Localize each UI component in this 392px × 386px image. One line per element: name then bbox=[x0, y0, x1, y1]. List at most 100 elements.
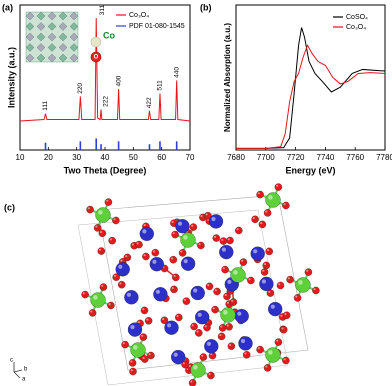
atom-key bbox=[90, 51, 102, 63]
octahedron bbox=[25, 22, 35, 31]
atom bbox=[229, 298, 238, 306]
atom bbox=[107, 301, 115, 310]
atom bbox=[238, 336, 253, 351]
panel-label: (c) bbox=[4, 202, 15, 212]
atom bbox=[190, 322, 198, 331]
atom-highlight bbox=[173, 352, 178, 357]
atom-highlight bbox=[231, 299, 234, 302]
atom bbox=[251, 215, 259, 224]
atom-highlight bbox=[268, 290, 271, 293]
peak-label: 511 bbox=[157, 80, 164, 91]
atom-highlight bbox=[221, 247, 226, 252]
inset-crystal bbox=[25, 11, 79, 63]
atom-highlight bbox=[265, 210, 268, 213]
octahedron bbox=[25, 43, 35, 52]
atom-highlight bbox=[298, 280, 303, 285]
atom bbox=[204, 339, 219, 354]
atom bbox=[212, 234, 221, 242]
x-tick-label: 50 bbox=[129, 153, 138, 162]
atom bbox=[286, 275, 294, 284]
atom-highlight bbox=[276, 184, 279, 187]
atom-highlight bbox=[108, 303, 111, 306]
atom-highlight bbox=[268, 195, 273, 200]
atom-highlight bbox=[200, 215, 203, 218]
atom-highlight bbox=[226, 301, 230, 304]
x-tick-label: 60 bbox=[157, 153, 166, 162]
atom-highlight bbox=[280, 314, 283, 317]
atom bbox=[282, 201, 290, 210]
atom-highlight bbox=[173, 275, 176, 278]
atom bbox=[128, 359, 137, 367]
atom bbox=[256, 190, 264, 199]
atom bbox=[279, 325, 288, 334]
atom bbox=[195, 329, 203, 337]
atom-highlight bbox=[283, 358, 286, 361]
atom bbox=[259, 276, 274, 292]
atom-highlight bbox=[131, 243, 134, 246]
atom-highlight bbox=[278, 283, 281, 286]
octahedron bbox=[58, 43, 68, 52]
x-tick-label: 7780 bbox=[376, 153, 392, 162]
atom-highlight bbox=[295, 295, 298, 298]
atom bbox=[164, 320, 179, 335]
axis-label: c bbox=[10, 358, 13, 364]
atom-highlight bbox=[152, 259, 157, 264]
atom bbox=[149, 257, 164, 272]
atom-highlight bbox=[226, 324, 229, 327]
atom bbox=[250, 246, 265, 261]
octahedron bbox=[58, 11, 68, 21]
atom-highlight bbox=[219, 334, 222, 337]
atom-highlight bbox=[260, 222, 263, 225]
atom-highlight bbox=[220, 325, 223, 328]
atom-highlight bbox=[191, 224, 194, 227]
atom-highlight bbox=[306, 269, 309, 272]
data-line bbox=[19, 18, 191, 122]
atom-highlight bbox=[141, 334, 144, 337]
atom-highlight bbox=[223, 310, 228, 315]
octahedron bbox=[47, 11, 57, 21]
atom-highlight bbox=[177, 221, 183, 226]
atom-highlight bbox=[204, 325, 207, 328]
atom bbox=[276, 281, 285, 290]
octahedron bbox=[36, 53, 46, 63]
atom-highlight bbox=[206, 341, 211, 346]
atom-highlight bbox=[253, 249, 258, 254]
atom-highlight bbox=[207, 284, 210, 287]
atom bbox=[203, 323, 211, 332]
atom-highlight bbox=[113, 274, 117, 277]
atom-highlight bbox=[265, 365, 268, 368]
atom bbox=[170, 285, 178, 294]
atom-highlight bbox=[284, 313, 287, 316]
atom-highlight bbox=[236, 228, 239, 231]
x-tick-label: 7700 bbox=[257, 153, 275, 162]
atom-highlight bbox=[283, 203, 286, 206]
atom bbox=[117, 280, 126, 289]
atom bbox=[265, 347, 281, 363]
atom bbox=[86, 205, 94, 214]
atom-highlight bbox=[143, 224, 146, 227]
unit-cell bbox=[77, 209, 289, 386]
atom-highlight bbox=[313, 288, 316, 291]
atom bbox=[265, 247, 273, 256]
atom bbox=[135, 240, 143, 249]
atom bbox=[265, 192, 281, 208]
atom-highlight bbox=[100, 231, 103, 234]
x-tick-label: 7760 bbox=[346, 153, 364, 162]
atom-highlight bbox=[126, 292, 131, 297]
atom bbox=[304, 268, 313, 276]
atom-highlight bbox=[130, 325, 135, 330]
atom-label: Co bbox=[103, 30, 115, 40]
atom-highlight bbox=[276, 339, 279, 342]
atom bbox=[219, 237, 228, 245]
atom-highlight bbox=[109, 238, 113, 241]
peak-label: 220 bbox=[77, 83, 84, 94]
atom bbox=[274, 338, 283, 346]
atom-label: O bbox=[94, 55, 99, 61]
octahedron bbox=[25, 53, 35, 63]
atom bbox=[197, 241, 205, 250]
atom-highlight bbox=[101, 284, 104, 287]
atom bbox=[171, 230, 179, 239]
y-axis-label: Intensity (a.u.) bbox=[6, 47, 16, 108]
atom-highlight bbox=[113, 218, 116, 221]
octahedron bbox=[36, 43, 46, 52]
